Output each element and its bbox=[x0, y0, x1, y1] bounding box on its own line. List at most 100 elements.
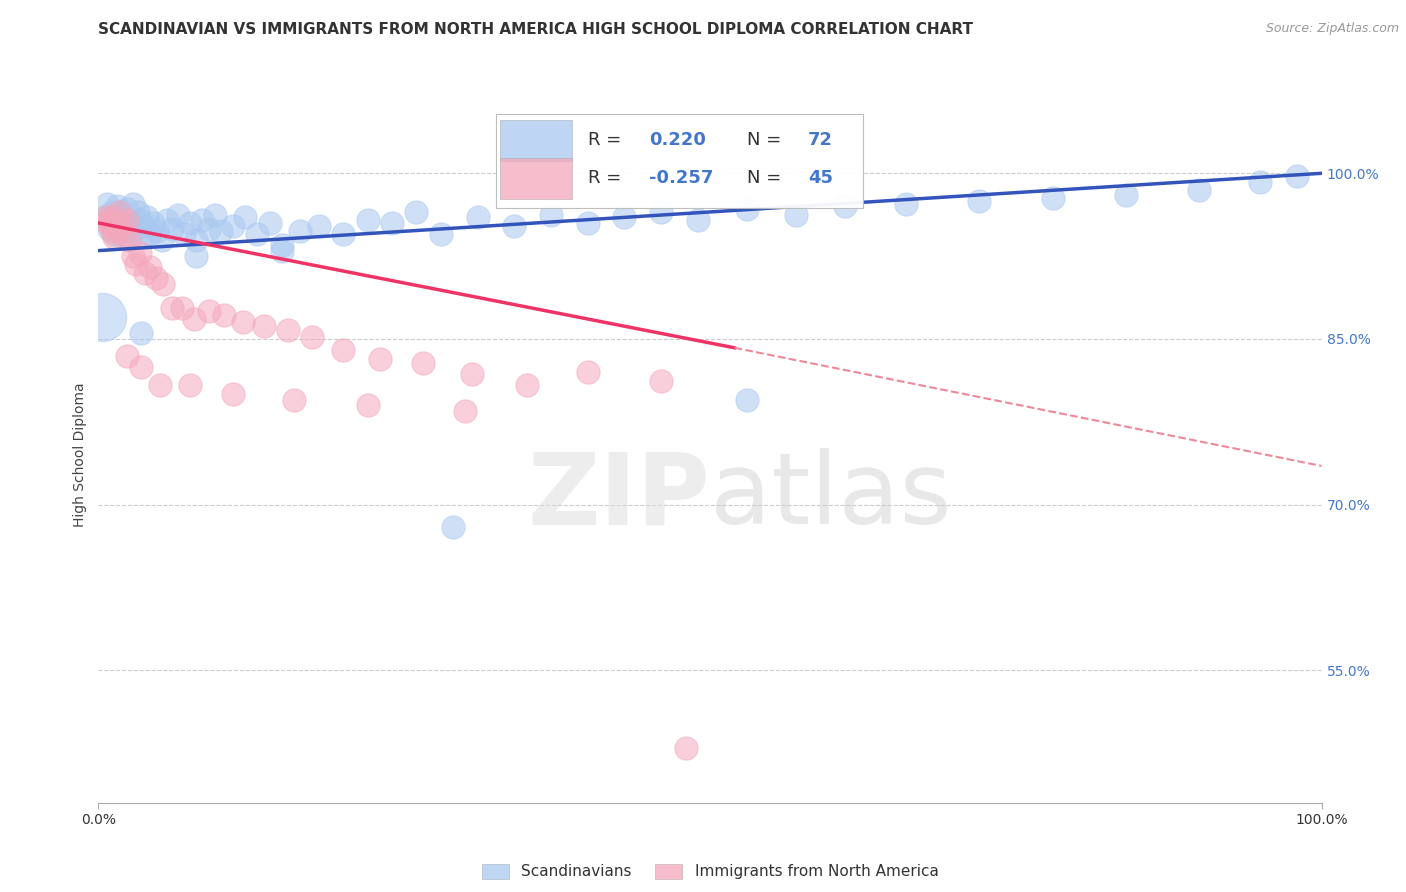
Point bbox=[105, 199, 128, 213]
Y-axis label: High School Diploma: High School Diploma bbox=[73, 383, 87, 527]
Point bbox=[96, 197, 118, 211]
Point bbox=[186, 233, 208, 247]
Point bbox=[894, 197, 917, 211]
Point bbox=[121, 249, 143, 263]
Point bbox=[146, 224, 169, 238]
Point bbox=[100, 212, 122, 227]
Text: 0.220: 0.220 bbox=[648, 131, 706, 149]
Point bbox=[136, 211, 159, 225]
Point bbox=[412, 356, 434, 370]
Point bbox=[332, 343, 354, 357]
Point bbox=[735, 392, 758, 407]
Point bbox=[129, 212, 152, 227]
Point bbox=[252, 318, 274, 333]
Point bbox=[156, 212, 179, 227]
Point bbox=[270, 238, 294, 252]
Point bbox=[735, 202, 758, 216]
Point bbox=[405, 205, 427, 219]
Point bbox=[149, 378, 172, 392]
Point bbox=[127, 205, 149, 219]
Point bbox=[124, 221, 146, 235]
Point bbox=[183, 312, 205, 326]
Point bbox=[503, 219, 526, 234]
Point bbox=[1042, 191, 1064, 205]
Point bbox=[834, 199, 856, 213]
Point bbox=[204, 208, 226, 222]
Point bbox=[134, 219, 156, 234]
Point bbox=[467, 211, 489, 225]
Point bbox=[93, 211, 115, 225]
Point bbox=[1286, 169, 1309, 183]
Legend: Scandinavians, Immigrants from North America: Scandinavians, Immigrants from North Ame… bbox=[475, 857, 945, 886]
Point bbox=[103, 230, 125, 244]
Point bbox=[441, 519, 464, 533]
Point bbox=[214, 308, 236, 322]
Point bbox=[167, 208, 190, 222]
Point bbox=[118, 215, 141, 229]
Point bbox=[91, 310, 114, 324]
Point bbox=[246, 227, 269, 241]
Point bbox=[430, 227, 453, 241]
Point bbox=[115, 349, 138, 363]
Text: SCANDINAVIAN VS IMMIGRANTS FROM NORTH AMERICA HIGH SCHOOL DIPLOMA CORRELATION CH: SCANDINAVIAN VS IMMIGRANTS FROM NORTH AM… bbox=[98, 22, 973, 37]
Text: 72: 72 bbox=[808, 131, 832, 149]
Point bbox=[160, 301, 183, 315]
Point bbox=[1249, 175, 1271, 189]
Point bbox=[356, 212, 378, 227]
Point bbox=[675, 740, 697, 755]
Point bbox=[686, 212, 709, 227]
Point bbox=[96, 216, 118, 230]
Point bbox=[129, 245, 152, 260]
Point bbox=[110, 205, 132, 219]
Point bbox=[131, 229, 153, 244]
Point bbox=[145, 271, 167, 285]
Text: R =: R = bbox=[588, 169, 627, 187]
Point bbox=[114, 211, 136, 225]
Point bbox=[277, 323, 299, 337]
Point bbox=[93, 211, 115, 225]
Point bbox=[356, 398, 378, 412]
Text: N =: N = bbox=[747, 169, 787, 187]
Point bbox=[209, 224, 232, 238]
Point bbox=[129, 326, 152, 341]
Point bbox=[233, 211, 256, 225]
Point bbox=[98, 221, 121, 235]
Point bbox=[650, 205, 672, 219]
Point bbox=[283, 392, 305, 407]
Point bbox=[173, 227, 195, 241]
Point bbox=[540, 208, 562, 222]
Point bbox=[290, 224, 312, 238]
Point bbox=[125, 257, 148, 271]
Point bbox=[97, 212, 120, 227]
Point bbox=[103, 227, 125, 241]
Text: -0.257: -0.257 bbox=[648, 169, 713, 187]
Point bbox=[967, 194, 990, 208]
Point bbox=[150, 233, 173, 247]
Point bbox=[118, 233, 141, 247]
Point bbox=[101, 205, 124, 219]
Point bbox=[515, 378, 537, 392]
Point bbox=[332, 227, 354, 241]
Point bbox=[111, 216, 134, 230]
Point bbox=[197, 304, 219, 318]
Point bbox=[1115, 188, 1137, 202]
Text: N =: N = bbox=[747, 131, 787, 149]
Point bbox=[105, 221, 128, 235]
Text: ZIP: ZIP bbox=[527, 448, 710, 545]
Point bbox=[112, 227, 135, 241]
Point bbox=[107, 212, 129, 227]
Text: Source: ZipAtlas.com: Source: ZipAtlas.com bbox=[1265, 22, 1399, 36]
Point bbox=[111, 219, 134, 234]
Point bbox=[650, 374, 672, 388]
Point bbox=[232, 315, 254, 329]
Point bbox=[454, 403, 477, 417]
Point bbox=[142, 216, 165, 230]
FancyBboxPatch shape bbox=[496, 114, 863, 208]
Point bbox=[576, 216, 599, 230]
Point bbox=[270, 244, 294, 258]
Point bbox=[101, 224, 124, 238]
Point bbox=[368, 351, 391, 366]
Point bbox=[170, 301, 193, 315]
Point bbox=[104, 208, 127, 222]
Text: R =: R = bbox=[588, 131, 627, 149]
